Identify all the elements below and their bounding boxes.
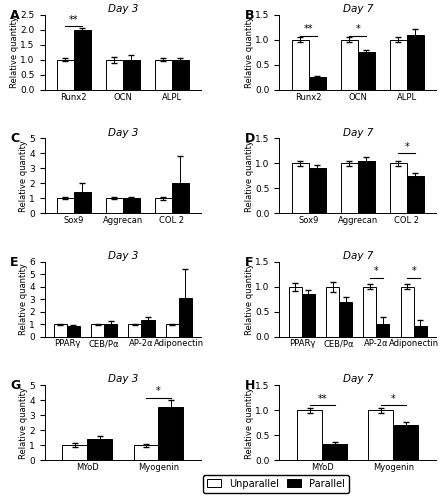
Bar — [339, 302, 352, 336]
Bar — [390, 164, 407, 213]
Bar — [74, 192, 91, 213]
Bar — [289, 286, 302, 337]
Bar — [104, 324, 117, 336]
Text: H: H — [245, 379, 255, 392]
Bar — [302, 294, 315, 337]
Bar — [368, 410, 393, 460]
Bar — [358, 161, 375, 213]
Bar — [393, 425, 418, 460]
Y-axis label: Relative quantity: Relative quantity — [19, 264, 28, 335]
Text: F: F — [245, 256, 254, 269]
Bar — [129, 324, 142, 336]
Bar — [62, 445, 87, 460]
Title: Day 3: Day 3 — [108, 374, 138, 384]
Bar — [309, 78, 326, 90]
Text: *: * — [405, 142, 409, 152]
Bar — [166, 324, 179, 336]
Bar — [106, 60, 123, 90]
Y-axis label: Relative quantity: Relative quantity — [10, 16, 19, 88]
Y-axis label: Relative quantity: Relative quantity — [245, 16, 254, 88]
Text: *: * — [356, 24, 360, 34]
Text: G: G — [10, 379, 20, 392]
Title: Day 3: Day 3 — [108, 4, 138, 14]
Bar — [414, 326, 427, 336]
Bar — [376, 324, 389, 336]
Bar — [179, 298, 192, 337]
Text: E: E — [10, 256, 19, 269]
Bar — [407, 176, 424, 213]
Bar — [142, 320, 154, 336]
Bar — [57, 60, 74, 90]
Bar — [106, 198, 123, 213]
Bar — [297, 410, 322, 460]
Bar — [390, 40, 407, 90]
Bar — [322, 444, 347, 460]
Bar — [292, 164, 309, 213]
Text: *: * — [391, 394, 396, 404]
Title: Day 7: Day 7 — [343, 374, 373, 384]
Bar — [172, 60, 189, 90]
Bar — [74, 30, 91, 90]
Text: *: * — [156, 386, 161, 396]
Bar — [309, 168, 326, 213]
Bar — [54, 324, 67, 336]
Title: Day 3: Day 3 — [108, 128, 138, 138]
Bar — [400, 286, 414, 337]
Text: C: C — [10, 132, 19, 145]
Text: A: A — [10, 9, 20, 22]
Bar — [407, 35, 424, 90]
Title: Day 7: Day 7 — [343, 128, 373, 138]
Bar — [155, 60, 172, 90]
Bar — [123, 198, 140, 213]
Y-axis label: Relative quantity: Relative quantity — [245, 140, 254, 212]
Bar — [358, 52, 375, 90]
Text: **: ** — [317, 394, 327, 404]
Bar — [158, 407, 183, 460]
Bar — [341, 164, 358, 213]
Bar — [134, 445, 158, 460]
Bar — [155, 198, 172, 213]
Title: Day 3: Day 3 — [108, 251, 138, 261]
Bar — [172, 184, 189, 213]
Bar — [67, 326, 80, 336]
Bar — [57, 198, 74, 213]
Text: *: * — [374, 266, 379, 276]
Bar — [326, 286, 339, 337]
Text: D: D — [245, 132, 255, 145]
Y-axis label: Relative quantity: Relative quantity — [19, 140, 28, 212]
Text: **: ** — [304, 24, 314, 34]
Legend: Unparallel, Parallel: Unparallel, Parallel — [203, 475, 349, 492]
Text: *: * — [411, 266, 416, 276]
Text: **: ** — [69, 15, 79, 25]
Title: Day 7: Day 7 — [343, 4, 373, 14]
Y-axis label: Relative quantity: Relative quantity — [245, 386, 254, 458]
Y-axis label: Relative quantity: Relative quantity — [245, 264, 254, 335]
Bar — [87, 439, 112, 460]
Bar — [364, 286, 376, 337]
Text: B: B — [245, 9, 255, 22]
Bar — [123, 60, 140, 90]
Bar — [341, 40, 358, 90]
Title: Day 7: Day 7 — [343, 251, 373, 261]
Bar — [292, 40, 309, 90]
Bar — [91, 324, 104, 336]
Y-axis label: Relative quantity: Relative quantity — [19, 386, 28, 458]
